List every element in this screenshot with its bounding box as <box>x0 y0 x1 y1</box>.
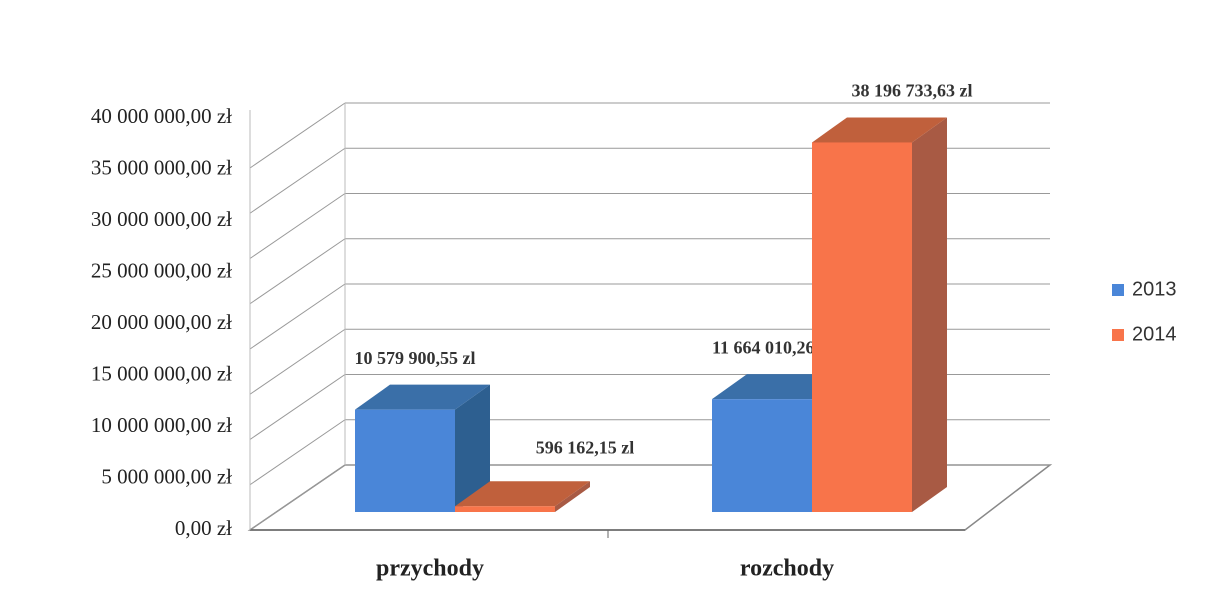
y-tick-label: 0,00 zł <box>175 516 232 540</box>
bar <box>712 399 812 512</box>
data-label: 10 579 900,55 zl <box>355 348 476 368</box>
data-label: 596 162,15 zl <box>536 437 635 457</box>
bar-side <box>912 117 947 513</box>
side-grid-line <box>249 147 346 214</box>
side-grid-line <box>249 419 346 486</box>
side-grid-line <box>249 238 346 305</box>
y-tick-label: 35 000 000,00 zł <box>91 155 232 179</box>
x-tick-label: przychody <box>376 556 484 582</box>
bar-top <box>455 481 590 507</box>
y-tick-label: 25 000 000,00 zł <box>91 258 232 282</box>
side-grid-line <box>249 328 346 395</box>
y-tick-label: 5 000 000,00 zł <box>101 464 232 488</box>
side-grid-line <box>249 464 346 531</box>
legend-label: 2014 <box>1132 323 1177 345</box>
side-grid-line <box>249 102 346 169</box>
side-grid-line <box>249 193 346 259</box>
legend-swatch <box>1112 284 1124 296</box>
bar <box>455 506 555 512</box>
data-label: 38 196 733,63 zl <box>852 81 973 101</box>
legend-swatch <box>1112 329 1124 341</box>
bar-top <box>812 117 947 143</box>
bar-side <box>455 384 490 512</box>
y-tick-label: 20 000 000,00 zł <box>91 310 232 334</box>
legend-label: 2013 <box>1132 278 1177 300</box>
bar-side <box>555 481 590 512</box>
data-label: 11 664 010,26 zl <box>712 337 832 357</box>
side-grid-line <box>249 374 346 440</box>
y-tick-label: 30 000 000,00 zł <box>91 207 232 231</box>
y-tick-label: 15 000 000,00 zł <box>91 361 232 385</box>
bar <box>355 409 455 512</box>
y-tick-label: 10 000 000,00 zł <box>91 413 232 437</box>
x-tick-label: rozchody <box>740 556 834 582</box>
bar-top <box>355 384 490 410</box>
side-grid-line <box>249 283 346 350</box>
bar <box>812 142 912 513</box>
y-tick-label: 40 000 000,00 zł <box>91 104 232 128</box>
